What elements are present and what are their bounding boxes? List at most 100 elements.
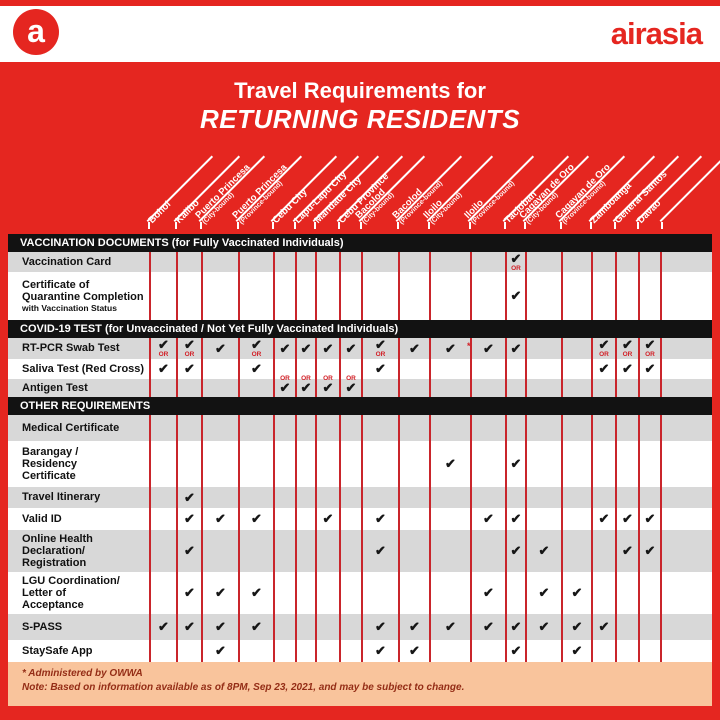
check-icon: ✔ (510, 619, 522, 634)
check-icon: ✔ (251, 511, 262, 526)
matrix-cell (149, 272, 176, 320)
matrix-cell (295, 487, 315, 508)
asterisk-marker: * (467, 340, 471, 351)
matrix-cell (149, 487, 176, 508)
matrix-cell (176, 379, 201, 397)
row-trailing-space (662, 338, 712, 359)
matrix-cell (295, 508, 315, 530)
matrix-cell: ✔ (339, 379, 361, 397)
matrix-cell: ✔ (398, 614, 429, 640)
matrix-cell: ✔ (429, 614, 470, 640)
matrix-cell: ✔ (176, 508, 201, 530)
requirement-label-text: Saliva Test (Red Cross) (22, 362, 145, 375)
check-icon: ✔ (598, 511, 610, 526)
matrix-cell (339, 441, 361, 487)
header-panel: Travel Requirements for RETURNING RESIDE… (0, 62, 720, 232)
airasia-wordmark: airasia (610, 16, 703, 51)
check-icon: ✔ (409, 643, 420, 658)
matrix-cell (201, 379, 238, 397)
matrix-cell: ✔ (398, 640, 429, 662)
check-icon: ✔ (375, 543, 386, 558)
matrix-cell: OR (315, 359, 339, 382)
matrix-cell: ✔ (295, 338, 315, 359)
matrix-cell (561, 272, 591, 320)
check-icon: ✔ (622, 361, 633, 376)
check-icon: ✔ (184, 543, 195, 558)
check-icon: ✔ (215, 511, 226, 526)
column-separator-tick (590, 222, 592, 229)
matrix-cell: ✔ (238, 572, 273, 614)
matrix-cell: ✔ (398, 338, 429, 359)
matrix-cell (339, 614, 361, 640)
matrix-cell: ✔ (315, 379, 339, 397)
row-trailing-space (662, 272, 712, 320)
matrix-cell (201, 272, 238, 320)
requirement-label-text: Online Health Declaration/ Registration (22, 532, 93, 570)
matrix-cell (149, 415, 176, 441)
requirements-matrix: VACCINATION DOCUMENTS (for Fully Vaccina… (8, 234, 712, 662)
matrix-cell: ✔ (505, 441, 525, 487)
requirement-label: S-PASS (8, 614, 149, 640)
matrix-cell (615, 272, 638, 320)
matrix-cell (615, 487, 638, 508)
row-trailing-space (662, 487, 712, 508)
matrix-cell (561, 508, 591, 530)
column-separator-tick (175, 222, 177, 229)
requirement-label-text: Medical Certificate (22, 421, 120, 434)
matrix-cell: ✔ (615, 530, 638, 572)
matrix-cell (470, 252, 505, 272)
check-icon: ✔ (300, 340, 312, 356)
matrix-cell (591, 441, 615, 487)
matrix-cell (561, 487, 591, 508)
check-icon: ✔ (215, 340, 226, 356)
or-label: OR (184, 351, 195, 358)
matrix-cell: OR (339, 359, 361, 382)
matrix-cell (149, 379, 176, 397)
check-icon: ✔ (215, 585, 226, 600)
matrix-cell: ✔ (470, 614, 505, 640)
requirement-label-text: LGU Coordination/ Letter of Acceptance (22, 574, 120, 612)
matrix-cell (398, 415, 429, 441)
requirement-label-text: Certificate of Quarantine Completion (22, 278, 144, 303)
check-icon: ✔ (571, 643, 583, 658)
matrix-cell (429, 252, 470, 272)
poster-title-line2: RETURNING RESIDENTS (199, 104, 521, 134)
column-separator-tick (560, 222, 562, 229)
matrix-cell: ✔ (201, 508, 238, 530)
matrix-cell (615, 614, 638, 640)
matrix-cell: ✔ (361, 359, 398, 379)
matrix-cell (429, 379, 470, 397)
requirement-row-s-pass: S-PASS ✔ ✔ ✔ ✔ ✔ ✔ ✔ ✔ ✔ ✔ ✔ ✔ (8, 614, 712, 640)
requirement-row-saliva-test-red-cross-: Saliva Test (Red Cross) ✔ ✔ ✔ OR OR OR OR ✔ ✔ ✔ ✔ (8, 359, 712, 382)
check-icon: ✔ (322, 340, 334, 356)
column-separator-tick (524, 222, 526, 229)
matrix-cell (561, 379, 591, 397)
matrix-cell (429, 572, 470, 614)
requirement-label: Vaccination Card (8, 252, 149, 272)
airasia-logo-letter: a (27, 13, 45, 49)
matrix-cell: ✔ (238, 508, 273, 530)
check-icon: ✔ (483, 340, 494, 356)
check-icon: ✔ (279, 340, 291, 356)
requirement-label: Saliva Test (Red Cross) (8, 359, 149, 379)
row-trailing-space (662, 252, 712, 272)
matrix-cell: ✔ (429, 338, 470, 359)
matrix-cell (339, 572, 361, 614)
matrix-cell (361, 487, 398, 508)
column-separator-tick (338, 222, 340, 229)
check-icon: ✔ (322, 380, 334, 395)
matrix-cell (201, 252, 238, 272)
matrix-cell (561, 359, 591, 379)
check-icon: ✔ (510, 643, 522, 658)
matrix-cell: ✔ OR (591, 338, 615, 359)
matrix-cell (201, 530, 238, 572)
matrix-cell: ✔ (361, 530, 398, 572)
check-icon: ✔ (483, 585, 494, 600)
matrix-cell: ✔ (505, 640, 525, 662)
matrix-cell (429, 272, 470, 320)
airasia-logo: a (13, 9, 59, 55)
or-label: OR (323, 375, 333, 382)
matrix-cell (398, 359, 429, 379)
matrix-cell (238, 530, 273, 572)
matrix-cell (470, 441, 505, 487)
